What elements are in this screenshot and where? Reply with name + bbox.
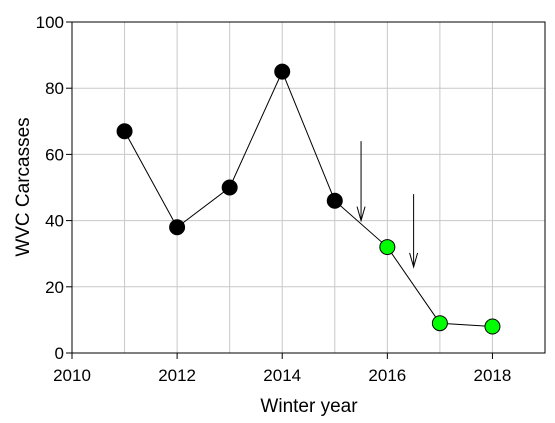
annotation-arrows [356, 141, 419, 269]
data-points [116, 63, 501, 335]
x-tick-label: 2010 [53, 366, 91, 385]
y-tick-label: 100 [36, 13, 64, 32]
x-tick-label: 2018 [474, 366, 512, 385]
data-point [431, 315, 448, 332]
y-axis-label: WVC Carcasses [13, 117, 34, 256]
data-point [379, 239, 396, 256]
y-tick-label: 20 [45, 278, 64, 297]
data-point [274, 63, 291, 80]
data-point [484, 318, 501, 335]
axis-ticks: 2010 2012 2014 2016 2018 0 20 40 60 80 100 [36, 13, 512, 385]
data-point [221, 179, 238, 196]
grid [72, 22, 545, 353]
arrow-head [409, 252, 419, 269]
plot-frame [71, 21, 546, 354]
x-tick-label: 2012 [158, 366, 196, 385]
arrow-head [356, 206, 366, 223]
data-point [326, 192, 343, 209]
x-axis-label: Winter year [260, 396, 358, 417]
data-point [169, 219, 186, 236]
series-line [124, 70, 493, 328]
data-point [116, 123, 133, 140]
y-tick-label: 60 [45, 145, 64, 164]
y-tick-label: 40 [45, 212, 64, 231]
y-tick-label: 80 [45, 79, 64, 98]
series-connector [124, 70, 493, 328]
x-tick-label: 2014 [263, 366, 301, 385]
x-tick-label: 2016 [368, 366, 406, 385]
y-tick-label: 0 [55, 344, 64, 363]
